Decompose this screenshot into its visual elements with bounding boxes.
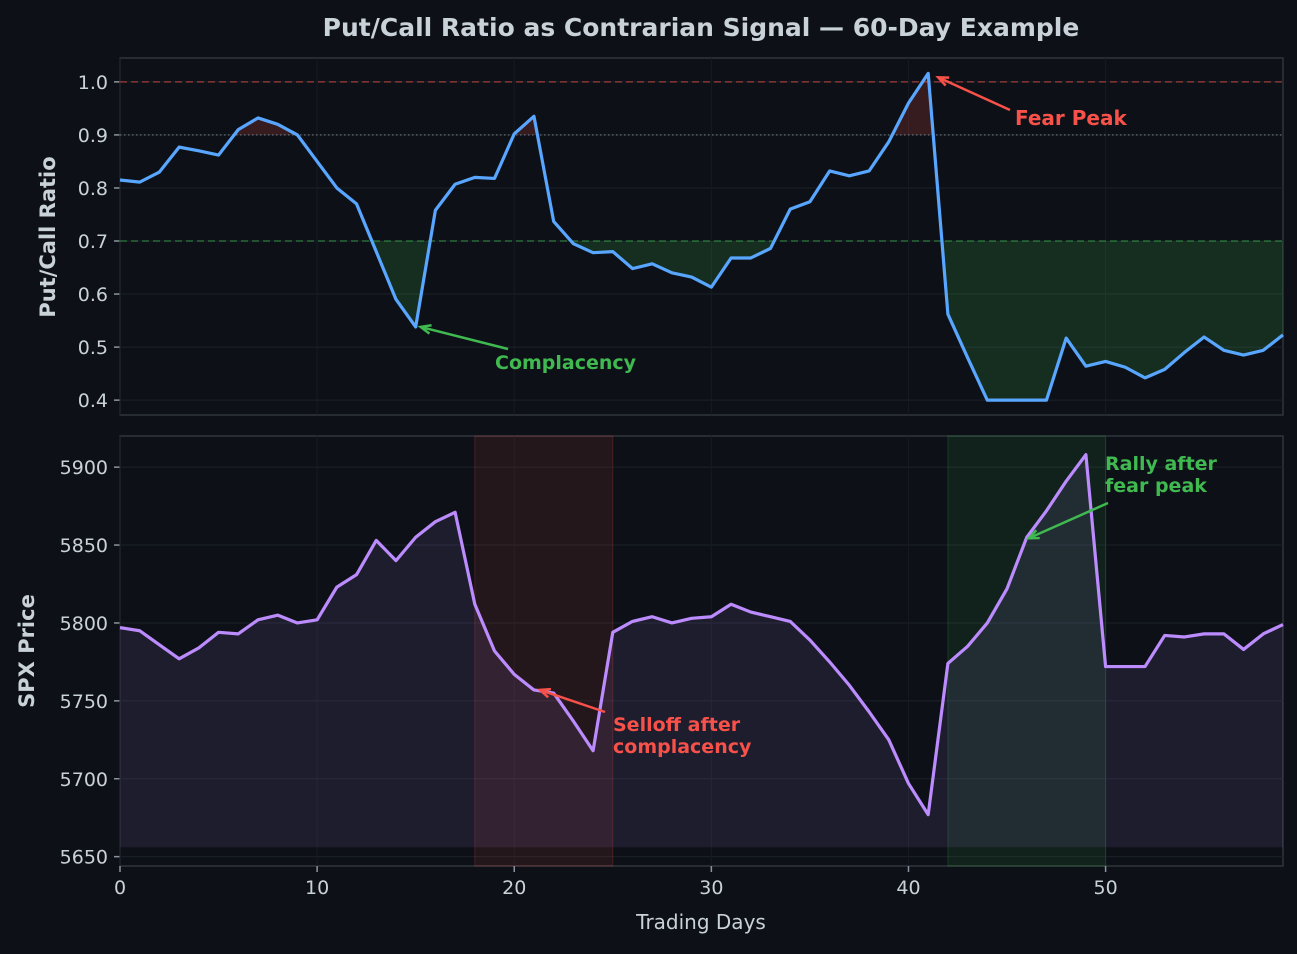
y-tick-label: 5700 (60, 769, 108, 791)
y-tick-label: 0.4 (78, 390, 108, 412)
annotation-rally: Rally after (1105, 453, 1218, 475)
top-y-axis-label: Put/Call Ratio (36, 156, 60, 317)
x-tick-label: 30 (699, 877, 723, 899)
x-tick-label: 0 (114, 877, 126, 899)
y-tick-label: 5800 (60, 613, 108, 635)
y-tick-label: 5650 (60, 847, 108, 869)
annotation-fear-peak: Fear Peak (1015, 106, 1127, 130)
annotation-selloff: complacency (613, 736, 752, 758)
bottom-y-axis-label: SPX Price (15, 594, 39, 708)
y-tick-label: 5900 (60, 457, 108, 479)
x-tick-label: 40 (896, 877, 920, 899)
y-tick-label: 0.6 (78, 284, 108, 306)
x-tick-label: 20 (502, 877, 526, 899)
y-tick-label: 5750 (60, 691, 108, 713)
y-tick-label: 0.8 (78, 178, 108, 200)
annotation-rally: fear peak (1105, 475, 1207, 497)
x-tick-label: 50 (1093, 877, 1117, 899)
annotation-complacency: Complacency (495, 352, 637, 374)
y-tick-label: 5850 (60, 535, 108, 557)
x-axis-label: Trading Days (635, 910, 766, 934)
y-tick-label: 0.9 (78, 125, 108, 147)
y-tick-label: 0.7 (78, 231, 108, 253)
y-tick-label: 0.5 (78, 337, 108, 359)
x-tick-label: 10 (305, 877, 329, 899)
y-tick-label: 1.0 (78, 72, 108, 94)
chart-title: Put/Call Ratio as Contrarian Signal — 60… (323, 13, 1080, 42)
annotation-selloff: Selloff after (613, 714, 741, 736)
